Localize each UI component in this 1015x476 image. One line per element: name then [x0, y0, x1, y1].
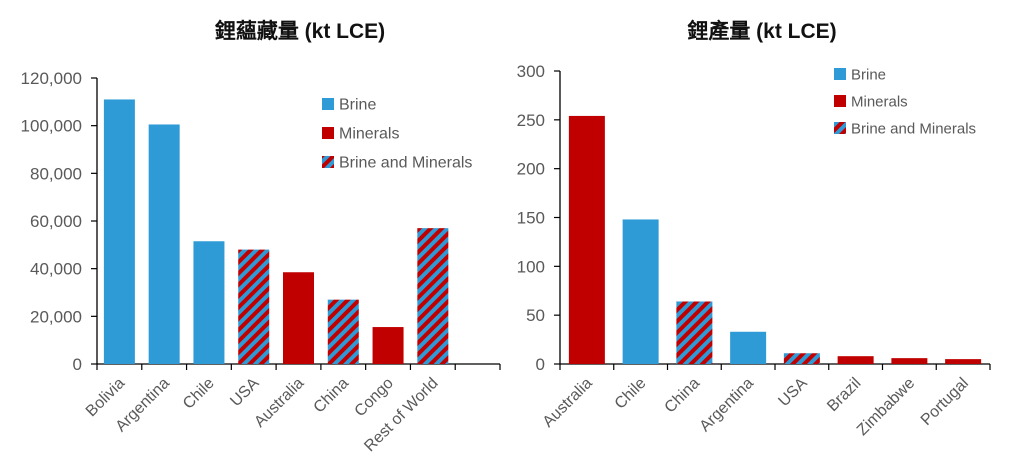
bar-china	[676, 301, 713, 364]
bar-congo	[372, 327, 404, 364]
y-tick-label: 300	[517, 62, 545, 81]
x-tick-label: Australia	[540, 375, 596, 431]
reserves-chart-title: 鋰蘊藏量 (kt LCE)	[215, 19, 385, 43]
bar-chile	[193, 241, 225, 364]
bar-australia	[568, 115, 605, 364]
bar-bolivia	[103, 99, 135, 364]
y-tick-label: 0	[536, 355, 545, 374]
x-tick-label: USA	[775, 375, 811, 411]
production-chart-title: 鋰產量 (kt LCE)	[687, 19, 836, 43]
legend-swatch-minerals	[834, 95, 846, 107]
x-tick-label: Chile	[180, 375, 218, 413]
bar-australia	[283, 272, 314, 364]
y-tick-label: 40,000	[30, 260, 82, 279]
bar-brazil	[837, 356, 874, 364]
bar-argentina	[148, 124, 180, 364]
x-tick-label: Australia	[251, 375, 307, 431]
y-tick-label: 120,000	[21, 69, 82, 88]
bar-china	[327, 299, 359, 364]
y-tick-label: 60,000	[30, 212, 82, 231]
bar-argentina	[730, 331, 767, 364]
x-tick-label: Zimbabwe	[854, 375, 918, 439]
y-tick-label: 100	[517, 257, 545, 276]
x-tick-label: Chile	[612, 375, 650, 413]
bar-usa	[238, 249, 270, 364]
bar-zimbabwe	[891, 358, 928, 364]
y-tick-label: 200	[517, 160, 545, 179]
y-tick-label: 100,000	[21, 117, 82, 136]
bar-portugal	[945, 359, 982, 364]
y-tick-label: 50	[526, 306, 545, 325]
reserves-chart: 鋰蘊藏量 (kt LCE) 0 20,000 40,000 60,000 80,000 1…	[21, 19, 501, 455]
reserves-plot-area: 0 20,000 40,000 60,000 80,000 100,000 120,000 B…	[21, 69, 501, 455]
legend-swatch-mixed	[322, 156, 334, 168]
x-tick-label: China	[662, 375, 704, 417]
production-chart: 鋰產量 (kt LCE) 0 50 100 150 200 250 300 Australia…	[517, 19, 991, 439]
legend-swatch-brine	[322, 98, 334, 110]
y-tick-label: 80,000	[30, 164, 82, 183]
legend-label-minerals: Minerals	[339, 126, 399, 143]
x-tick-label: USA	[227, 375, 263, 411]
bar-rest-of-world	[417, 228, 449, 364]
x-tick-label: China	[311, 375, 353, 417]
legend-label-brine: Brine	[339, 97, 376, 114]
y-tick-label: 0	[73, 355, 82, 374]
y-tick-label: 250	[517, 111, 545, 130]
legend-swatch-minerals	[322, 127, 334, 139]
bar-chile	[622, 219, 659, 364]
legend-label-minerals: Minerals	[851, 94, 908, 111]
legend-label-brine: Brine	[851, 67, 886, 84]
x-tick-label: Portugal	[918, 375, 972, 429]
legend-swatch-brine	[834, 68, 846, 80]
x-tick-label: Argentina	[696, 375, 757, 436]
production-plot-area: 0 50 100 150 200 250 300 Australia Chile ChinaArg…	[517, 62, 991, 439]
legend-label-mixed: Brine and Minerals	[339, 155, 472, 172]
legend-swatch-mixed	[834, 122, 846, 134]
bar-usa	[783, 353, 820, 364]
legend-label-mixed: Brine and Minerals	[851, 121, 976, 138]
y-tick-label: 150	[517, 209, 545, 228]
y-tick-label: 20,000	[30, 307, 82, 326]
x-tick-label: Brazil	[824, 375, 864, 415]
